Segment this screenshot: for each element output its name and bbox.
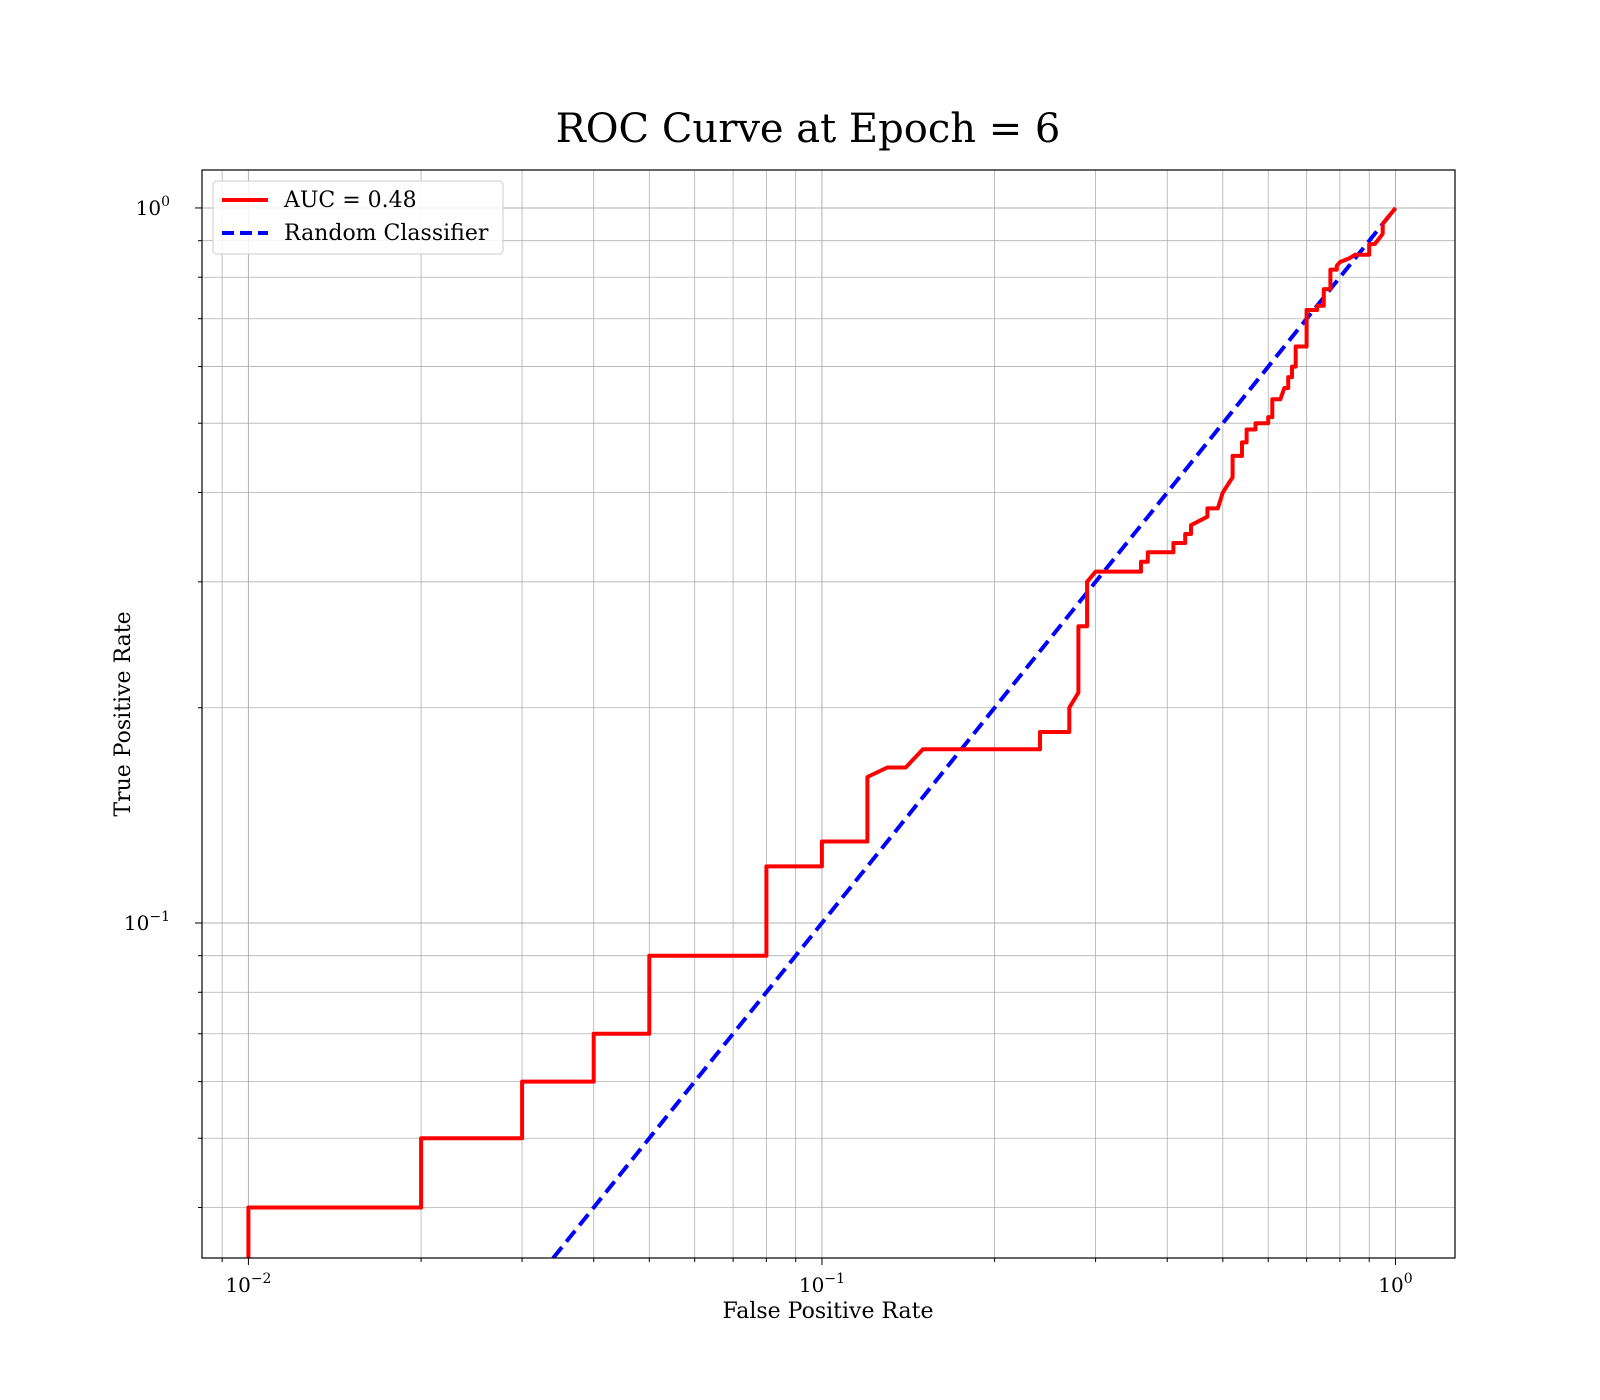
x-tick-label: 100 xyxy=(1378,1271,1412,1297)
y-tick-label: 10−1 xyxy=(124,909,170,935)
axis-ticks: 10−2 10−1 100 10−1 100 xyxy=(124,194,1413,1297)
legend: AUC = 0.48 Random Classifier xyxy=(212,180,504,255)
grid-lines xyxy=(202,170,1455,1258)
legend-label: Random Classifier xyxy=(284,221,489,246)
random-classifier-line xyxy=(551,206,1398,1258)
legend-box xyxy=(212,180,504,255)
plot-frame xyxy=(201,169,1456,1259)
x-tick-label: 10−2 xyxy=(225,1271,271,1297)
y-tick-label: 100 xyxy=(136,194,170,220)
plot-area xyxy=(246,206,1398,1258)
legend-label: AUC = 0.48 xyxy=(283,188,417,213)
y-axis-label: True Positive Rate xyxy=(111,611,136,816)
chart-title: ROC Curve at Epoch = 6 xyxy=(556,106,1061,152)
x-axis-label: False Positive Rate xyxy=(722,1299,933,1324)
roc-curve-line xyxy=(246,206,1398,1258)
x-tick-label: 10−1 xyxy=(799,1271,845,1297)
